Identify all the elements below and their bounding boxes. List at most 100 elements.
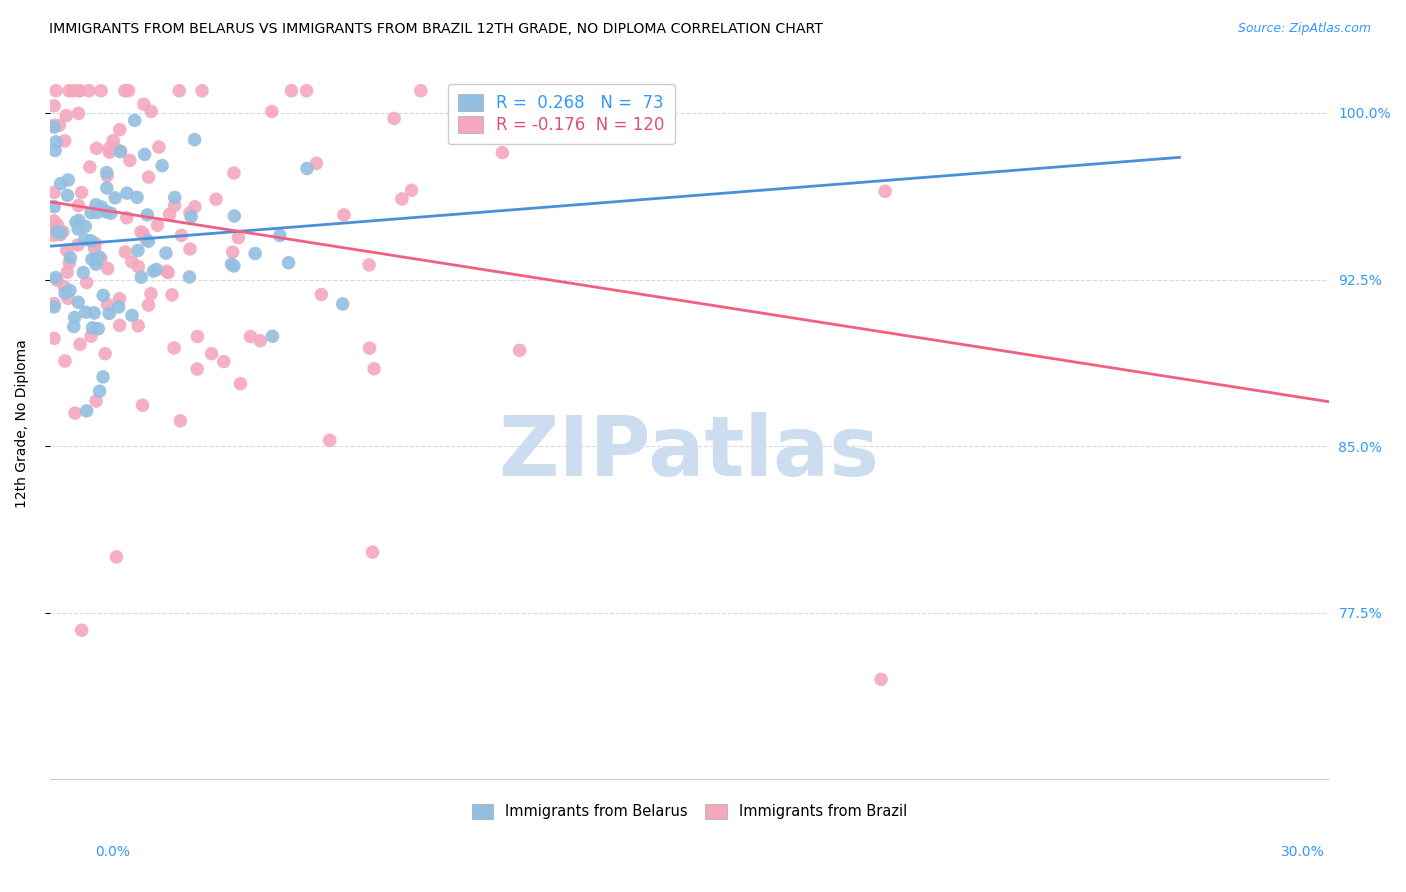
Point bbox=[114, 84, 136, 98]
Point bbox=[332, 297, 354, 311]
Point bbox=[212, 354, 235, 368]
Point bbox=[96, 205, 118, 219]
Point bbox=[49, 226, 72, 240]
Point bbox=[155, 246, 177, 260]
Point bbox=[229, 376, 252, 391]
Point bbox=[100, 206, 122, 220]
Point bbox=[42, 200, 65, 214]
Point bbox=[58, 84, 80, 98]
Point bbox=[94, 347, 117, 361]
Point bbox=[131, 398, 153, 412]
Point bbox=[96, 181, 118, 195]
Point bbox=[42, 296, 65, 310]
Point bbox=[42, 120, 65, 135]
Text: 30.0%: 30.0% bbox=[1281, 846, 1324, 859]
Point bbox=[84, 257, 107, 271]
Point bbox=[319, 434, 342, 448]
Point bbox=[163, 190, 186, 204]
Point bbox=[45, 84, 67, 98]
Point bbox=[56, 188, 79, 202]
Point bbox=[96, 169, 118, 183]
Point bbox=[76, 276, 98, 290]
Point bbox=[72, 265, 94, 279]
Point bbox=[83, 242, 105, 256]
Point bbox=[117, 84, 139, 98]
Point bbox=[139, 286, 162, 301]
Point bbox=[228, 230, 250, 244]
Point bbox=[110, 145, 132, 159]
Point bbox=[104, 142, 127, 156]
Point bbox=[42, 186, 65, 200]
Point bbox=[160, 288, 183, 302]
Point bbox=[136, 208, 159, 222]
Point bbox=[363, 361, 385, 376]
Point bbox=[108, 292, 131, 306]
Point bbox=[101, 134, 124, 148]
Point bbox=[124, 113, 146, 128]
Point bbox=[359, 341, 381, 355]
Point bbox=[91, 288, 114, 302]
Point bbox=[132, 97, 155, 112]
Point bbox=[509, 343, 531, 358]
Point bbox=[121, 254, 143, 268]
Point bbox=[62, 84, 84, 98]
Point bbox=[127, 244, 149, 258]
Point bbox=[409, 84, 432, 98]
Point bbox=[73, 233, 96, 247]
Point bbox=[121, 309, 143, 323]
Point bbox=[83, 306, 105, 320]
Point bbox=[295, 161, 318, 176]
Point bbox=[221, 245, 243, 260]
Point bbox=[391, 192, 413, 206]
Point bbox=[42, 300, 65, 314]
Point bbox=[80, 329, 103, 343]
Point bbox=[277, 256, 299, 270]
Point bbox=[52, 225, 75, 239]
Point bbox=[42, 331, 65, 345]
Point bbox=[401, 183, 423, 197]
Point bbox=[46, 218, 69, 232]
Point bbox=[86, 141, 108, 155]
Point bbox=[201, 346, 224, 360]
Point bbox=[108, 318, 131, 333]
Point bbox=[127, 318, 149, 333]
Point bbox=[145, 262, 167, 277]
Point bbox=[49, 227, 72, 241]
Point bbox=[870, 673, 893, 687]
Point bbox=[141, 104, 163, 119]
Point bbox=[65, 215, 87, 229]
Point bbox=[118, 153, 141, 168]
Point bbox=[56, 265, 79, 279]
Point bbox=[45, 135, 67, 149]
Point bbox=[55, 109, 77, 123]
Point bbox=[90, 84, 112, 98]
Point bbox=[108, 122, 131, 136]
Point bbox=[63, 310, 86, 325]
Text: 0.0%: 0.0% bbox=[96, 846, 131, 859]
Point bbox=[42, 118, 65, 132]
Point bbox=[179, 206, 201, 220]
Point bbox=[184, 200, 207, 214]
Point bbox=[169, 84, 191, 98]
Point bbox=[42, 228, 65, 243]
Point bbox=[157, 266, 180, 280]
Point bbox=[150, 159, 173, 173]
Point bbox=[183, 133, 205, 147]
Point bbox=[333, 208, 356, 222]
Point bbox=[148, 140, 170, 154]
Point bbox=[97, 261, 120, 276]
Point bbox=[98, 306, 121, 320]
Point bbox=[59, 284, 82, 298]
Point bbox=[77, 84, 100, 98]
Point bbox=[79, 160, 101, 174]
Point bbox=[127, 260, 149, 274]
Point bbox=[107, 300, 129, 314]
Point bbox=[67, 199, 90, 213]
Point bbox=[46, 273, 69, 287]
Point bbox=[44, 144, 66, 158]
Point bbox=[84, 236, 107, 251]
Point bbox=[138, 234, 160, 248]
Point bbox=[63, 406, 86, 420]
Legend: Immigrants from Belarus, Immigrants from Brazil: Immigrants from Belarus, Immigrants from… bbox=[465, 798, 912, 825]
Point bbox=[156, 264, 179, 278]
